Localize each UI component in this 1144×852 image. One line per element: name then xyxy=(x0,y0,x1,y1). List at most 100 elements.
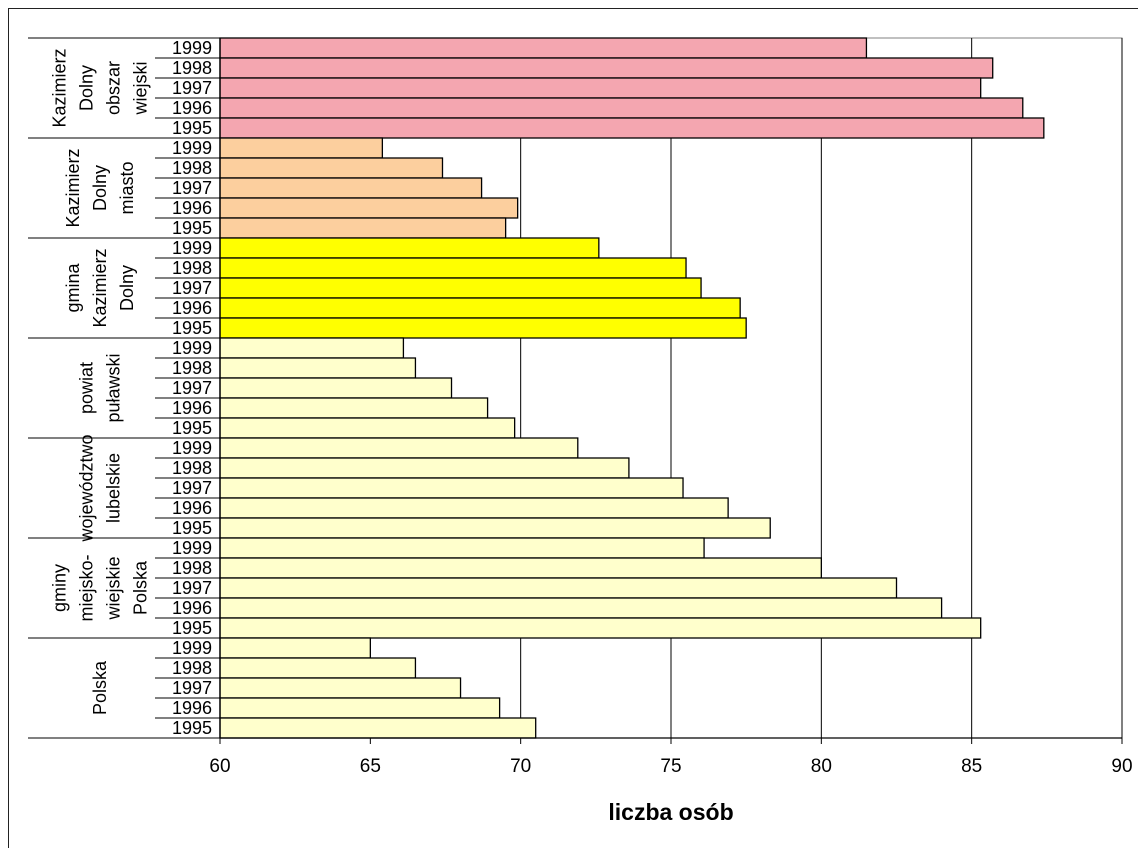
year-label: 1998 xyxy=(172,258,212,278)
group-label: Kazimierz xyxy=(50,48,70,127)
year-label: 1999 xyxy=(172,538,212,558)
bar xyxy=(219,237,600,259)
bar xyxy=(219,217,507,239)
year-label: 1996 xyxy=(172,598,212,618)
year-label: 1998 xyxy=(172,658,212,678)
x-tick-label: 90 xyxy=(1111,756,1132,777)
bar xyxy=(219,637,371,659)
bar xyxy=(219,317,747,339)
bar xyxy=(219,397,489,419)
x-axis-title: liczba osób xyxy=(608,799,733,825)
bar xyxy=(219,437,579,459)
year-label: 1997 xyxy=(172,478,212,498)
bar xyxy=(219,257,687,279)
bar xyxy=(219,457,630,479)
bar xyxy=(219,517,771,539)
x-tick-label: 75 xyxy=(660,756,681,777)
group-label: gminy xyxy=(50,564,70,612)
year-label: 1999 xyxy=(172,238,212,258)
bar xyxy=(219,597,943,619)
group-label: wiejski xyxy=(131,61,151,115)
x-tick-label: 85 xyxy=(961,756,982,777)
bar xyxy=(219,177,483,199)
bar xyxy=(219,497,729,519)
bar-layer xyxy=(219,37,1045,739)
bar xyxy=(219,137,384,159)
group-label: obszar xyxy=(104,61,124,115)
bar xyxy=(219,157,444,179)
year-label: 1996 xyxy=(172,198,212,218)
group-label: województwo xyxy=(77,434,97,542)
year-label: 1999 xyxy=(172,138,212,158)
x-tick-label: 80 xyxy=(811,756,832,777)
bar xyxy=(219,557,822,579)
group-label: gmina xyxy=(63,263,83,313)
bar xyxy=(219,417,516,439)
year-label: 1999 xyxy=(172,338,212,358)
group-label: lubelskie xyxy=(104,453,124,523)
group-label: miejsko- xyxy=(77,554,97,621)
group-label: wiejskie xyxy=(104,556,124,620)
year-label: 1996 xyxy=(172,298,212,318)
year-label: 1998 xyxy=(172,158,212,178)
year-label: 1996 xyxy=(172,98,212,118)
bar xyxy=(219,717,537,739)
bar xyxy=(219,117,1045,139)
bar xyxy=(219,477,684,499)
year-label: 1995 xyxy=(172,318,212,338)
year-label: 1996 xyxy=(172,498,212,518)
year-label: 1998 xyxy=(172,458,212,478)
group-label: powiat xyxy=(77,362,97,414)
bar xyxy=(219,577,898,599)
year-label: 1997 xyxy=(172,578,212,598)
year-label: 1995 xyxy=(172,718,212,738)
x-tick-label: 70 xyxy=(510,756,531,777)
year-label: 1999 xyxy=(172,638,212,658)
group-label: Dolny xyxy=(77,65,97,111)
year-label: 1997 xyxy=(172,78,212,98)
year-label: 1997 xyxy=(172,678,212,698)
bar xyxy=(219,657,417,679)
group-label: puławski xyxy=(104,353,124,422)
bar xyxy=(219,97,1024,119)
bar xyxy=(219,197,519,219)
bar xyxy=(219,297,741,319)
bar xyxy=(219,277,702,299)
year-label: 1997 xyxy=(172,278,212,298)
group-label: miasto xyxy=(117,161,137,214)
year-label: 1997 xyxy=(172,178,212,198)
group-label: Dolny xyxy=(117,265,137,311)
bar xyxy=(219,37,868,59)
year-label: 1999 xyxy=(172,438,212,458)
group-label: Dolny xyxy=(90,165,110,211)
year-label: 1995 xyxy=(172,618,212,638)
group-label: Polska xyxy=(90,660,110,715)
group-label: Kazimierz xyxy=(63,148,83,227)
year-label: 1996 xyxy=(172,398,212,418)
year-label: 1998 xyxy=(172,558,212,578)
bar xyxy=(219,57,994,79)
bar xyxy=(219,337,405,359)
year-label: 1996 xyxy=(172,698,212,718)
x-tick-label: 60 xyxy=(209,756,230,777)
bar xyxy=(219,677,462,699)
year-label: 1999 xyxy=(172,38,212,58)
year-label: 1995 xyxy=(172,118,212,138)
year-label: 1998 xyxy=(172,358,212,378)
axis-layer: 60 65 70 75 80 85 90 xyxy=(28,37,1133,777)
bar xyxy=(219,697,501,719)
x-tick-label: 65 xyxy=(360,756,381,777)
bar xyxy=(219,357,417,379)
bar xyxy=(219,377,453,399)
bar xyxy=(219,77,982,99)
year-label: 1995 xyxy=(172,418,212,438)
bar xyxy=(219,537,705,559)
year-label: 1998 xyxy=(172,58,212,78)
year-label: 1995 xyxy=(172,518,212,538)
group-label: Polska xyxy=(131,560,151,615)
year-label: 1997 xyxy=(172,378,212,398)
year-label: 1995 xyxy=(172,218,212,238)
chart-frame xyxy=(8,8,1138,848)
